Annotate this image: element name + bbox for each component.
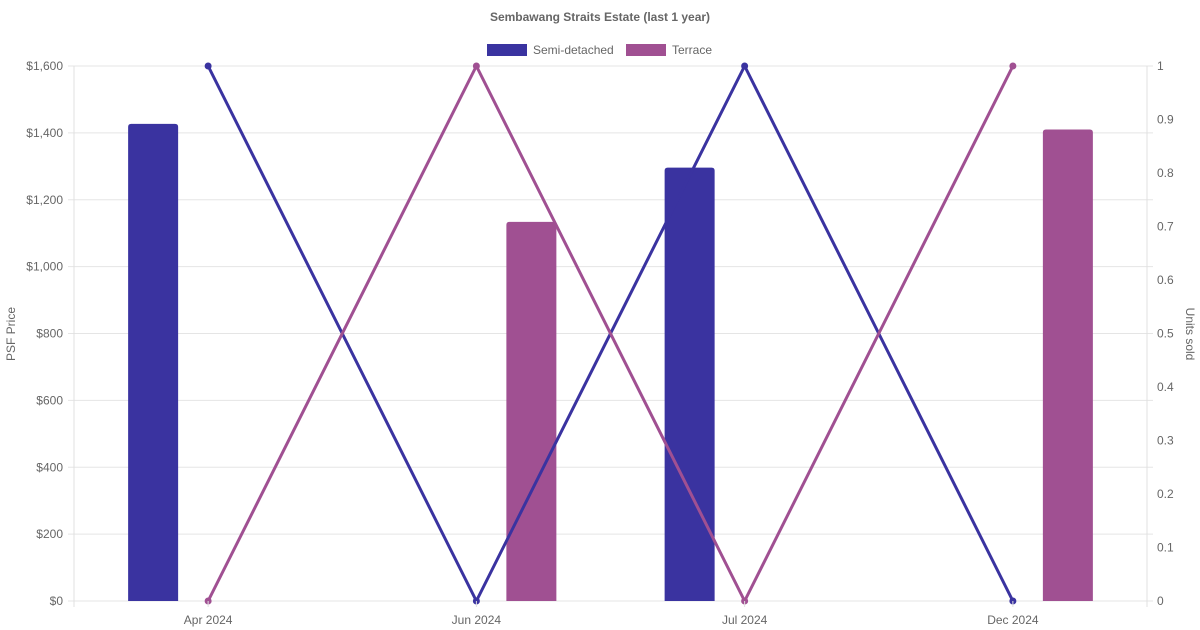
y-right-tick-label: 1 (1157, 59, 1164, 73)
y-left-tick-label: $0 (50, 594, 64, 608)
y-left-axis-title: PSF Price (4, 307, 18, 361)
y-right-tick-label: 0.2 (1157, 487, 1174, 501)
y-left-tick-label: $1,200 (26, 193, 63, 207)
y-right-tick-label: 0.7 (1157, 220, 1174, 234)
y-right-tick-label: 0.3 (1157, 434, 1174, 448)
y-right-tick-label: 0.5 (1157, 327, 1174, 341)
y-left-tick-label: $400 (36, 460, 63, 474)
y-left-tick-label: $600 (36, 393, 63, 407)
x-tick-label: Jul 2024 (722, 613, 768, 627)
x-tick-label: Dec 2024 (987, 613, 1039, 627)
bar-semi-detached-jul-2024[interactable] (664, 167, 715, 601)
chart-title: Sembawang Straits Estate (last 1 year) (490, 10, 710, 24)
line-terrace-units[interactable] (206, 64, 1015, 603)
y-right-tick-label: 0.4 (1157, 380, 1174, 394)
y-left-tick-label: $1,000 (26, 260, 63, 274)
x-tick-label: Jun 2024 (452, 613, 502, 627)
legend[interactable]: Semi-detached Terrace (487, 43, 712, 57)
point-terrace-dec-2024[interactable] (1009, 62, 1017, 70)
legend-swatch-semi-detached (487, 44, 527, 56)
y-right-tick-label: 0.8 (1157, 166, 1174, 180)
point-semi-detached-jul-2024[interactable] (741, 62, 749, 70)
y-left-tick-label: $1,600 (26, 59, 63, 73)
y-left-tick-label: $1,400 (26, 126, 63, 140)
x-tick-label: Apr 2024 (184, 613, 233, 627)
legend-item-terrace[interactable]: Terrace (626, 43, 712, 57)
legend-label-semi-detached: Semi-detached (533, 43, 614, 57)
bar-terrace-dec-2024[interactable] (1042, 129, 1093, 601)
legend-swatch-terrace (626, 44, 666, 56)
point-semi-detached-apr-2024[interactable] (204, 62, 212, 70)
bar-semi-detached-apr-2024[interactable] (128, 123, 179, 602)
point-terrace-jun-2024[interactable] (472, 62, 480, 70)
bars (128, 123, 1093, 602)
y-right-axis-title: Units sold (1183, 308, 1197, 361)
y-right-tick-label: 0.6 (1157, 273, 1174, 287)
legend-item-semi-detached[interactable]: Semi-detached (487, 43, 614, 57)
y-right-tick-label: 0 (1157, 594, 1164, 608)
y-right-tick-label: 0.1 (1157, 541, 1174, 555)
y-left-tick-label: $800 (36, 327, 63, 341)
legend-label-terrace: Terrace (672, 43, 712, 57)
axes: $0 $200 $400 $600 $800 $1,000 $1,200 $1,400 $1,6… (26, 59, 1174, 627)
y-right-tick-label: 0.9 (1157, 113, 1174, 127)
bar-terrace-jun-2024[interactable] (506, 221, 557, 601)
y-left-tick-label: $200 (36, 527, 63, 541)
